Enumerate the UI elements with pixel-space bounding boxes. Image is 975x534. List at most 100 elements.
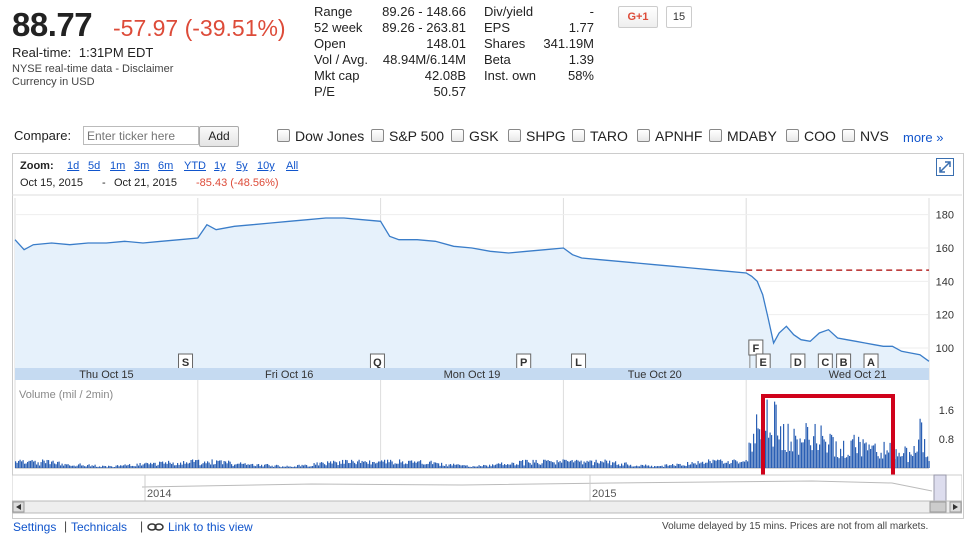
volume-bar [666, 464, 668, 468]
compare-checkbox-coo[interactable]: COO [786, 128, 836, 144]
volume-bar [406, 463, 408, 468]
volume-bar [262, 466, 264, 468]
volume-bar [630, 464, 632, 468]
volume-disclaimer: Volume delayed by 15 mins. Prices are no… [662, 521, 929, 532]
scroll-thumb[interactable] [929, 501, 947, 513]
ticker-input[interactable] [83, 126, 199, 145]
checkbox-box[interactable] [842, 129, 855, 142]
volume-bar [405, 463, 407, 468]
compare-checkbox-sp500[interactable]: S&P 500 [371, 128, 444, 144]
volume-bar [325, 465, 327, 468]
volume-bar [121, 465, 123, 468]
volume-bar [18, 460, 20, 468]
link-to-view[interactable]: Link to this view [168, 520, 253, 534]
volume-bar [108, 465, 110, 468]
volume-bar [49, 464, 51, 468]
price-chart[interactable]: 180 160 140 120 100 S Q P L FE D C B A Thu Oct 15 Fri O… [12, 153, 962, 517]
volume-bar [789, 450, 791, 468]
volume-bar [451, 465, 453, 468]
checkbox-box[interactable] [451, 129, 464, 142]
compare-checkbox-shpg[interactable]: SHPG [508, 128, 566, 144]
volume-bar [765, 430, 767, 468]
checkbox-box[interactable] [371, 129, 384, 142]
expand-icon[interactable] [936, 158, 954, 176]
volume-bar [853, 434, 855, 468]
zoom-option-6m[interactable]: 6m [158, 160, 174, 172]
google-plus-button[interactable]: G+1 [618, 6, 658, 28]
checkbox-box[interactable] [508, 129, 521, 142]
volume-bar [574, 460, 576, 468]
technicals-link[interactable]: Technicals [71, 520, 128, 534]
volume-bar [178, 464, 180, 468]
volume-bar [276, 464, 278, 468]
zoom-option-10y[interactable]: 10y [257, 160, 275, 172]
zoom-option-3m[interactable]: 3m [134, 160, 150, 172]
volume-bar [76, 465, 78, 468]
compare-checkbox-taro[interactable]: TARO [572, 128, 628, 144]
compare-checkbox-apnhf[interactable]: APNHF [637, 128, 702, 144]
zoom-option-5d[interactable]: 5d [88, 160, 101, 172]
volume-bar [417, 461, 419, 468]
day-label: Thu Oct 15 [79, 369, 133, 381]
volume-bar [604, 459, 606, 468]
zoom-option-ytd[interactable]: YTD [184, 160, 206, 172]
scrollbar[interactable] [12, 500, 962, 514]
compare-checkbox-nvs[interactable]: NVS [842, 128, 889, 144]
compare-checkbox-gsk[interactable]: GSK [451, 128, 499, 144]
add-ticker-button[interactable]: Add [199, 126, 239, 147]
volume-bar [33, 461, 35, 468]
volume-bar [198, 459, 200, 468]
compare-checkbox-mdaby[interactable]: MDABY [709, 128, 777, 144]
volume-bar [736, 461, 738, 468]
volume-bar [249, 464, 251, 468]
price-tick-label: 100 [936, 343, 954, 355]
checkbox-box[interactable] [786, 129, 799, 142]
volume-bar [910, 454, 912, 468]
volume-bar [615, 461, 617, 468]
volume-bar [625, 462, 627, 468]
volume-bar [81, 465, 83, 468]
checkbox-box[interactable] [709, 129, 722, 142]
data-note[interactable]: NYSE real-time data - Disclaimer [12, 63, 174, 75]
zoom-option-1y[interactable]: 1y [214, 160, 226, 172]
volume-bar [486, 465, 488, 468]
checkbox-box[interactable] [572, 129, 585, 142]
zoom-option-all[interactable]: All [286, 160, 299, 172]
volume-bar [343, 463, 345, 468]
volume-bar [633, 466, 635, 468]
zoom-option-1d[interactable]: 1d [67, 160, 80, 172]
volume-bar [556, 460, 558, 468]
volume-bar [91, 465, 93, 468]
volume-bar [288, 466, 290, 468]
stat-label: Div/yield [484, 4, 534, 19]
navigator-window[interactable] [933, 474, 947, 502]
volume-bar [699, 463, 701, 468]
volume-bar [655, 466, 657, 468]
more-link[interactable]: more » [903, 130, 944, 145]
news-flag-letter: F [752, 343, 759, 355]
volume-bar [471, 467, 473, 468]
volume-bar [165, 462, 167, 468]
volume-bar [267, 463, 269, 468]
volume-bar [781, 450, 783, 468]
volume-bar [849, 455, 851, 468]
settings-link[interactable]: Settings [13, 520, 57, 534]
volume-bar [424, 464, 426, 468]
volume-bar [163, 463, 165, 468]
compare-checkbox-dowjones[interactable]: Dow Jones [277, 128, 364, 144]
volume-bar [553, 462, 555, 468]
volume-bar [769, 432, 771, 468]
volume-bar [868, 444, 870, 468]
volume-bar [852, 439, 854, 468]
volume-bar [328, 462, 330, 468]
zoom-option-5y[interactable]: 5y [236, 160, 248, 172]
checkbox-box[interactable] [277, 129, 290, 142]
volume-bar [174, 465, 176, 468]
volume-bar [226, 463, 228, 468]
volume-bar [616, 464, 618, 468]
zoom-option-1m[interactable]: 1m [110, 160, 126, 172]
checkbox-box[interactable] [637, 129, 650, 142]
volume-bar [192, 459, 194, 468]
volume-bar [175, 465, 177, 468]
stat-value: 1.39 [568, 52, 594, 67]
